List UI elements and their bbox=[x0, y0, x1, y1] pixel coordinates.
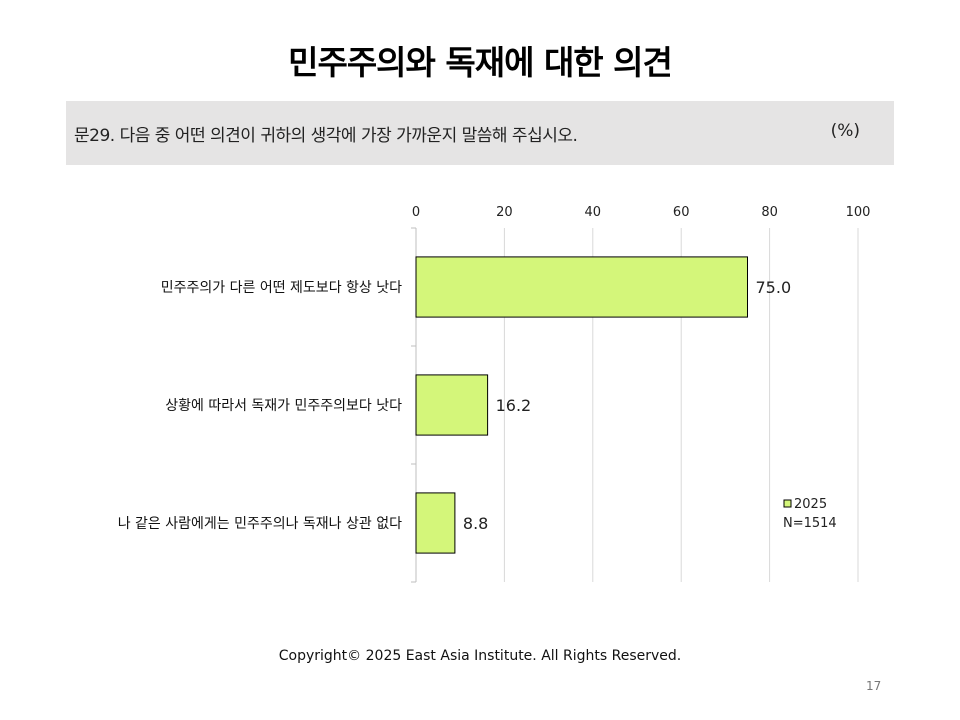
data-label: 75.0 bbox=[756, 278, 792, 297]
data-label: 8.8 bbox=[463, 514, 488, 533]
question-text: 문29. 다음 중 어떤 의견이 귀하의 생각에 가장 가까운지 말씀해 주십시… bbox=[74, 126, 578, 146]
legend-entry: 2025 bbox=[794, 497, 827, 512]
page-number: 17 bbox=[866, 679, 882, 693]
data-label: 16.2 bbox=[496, 396, 532, 415]
category-label: 상황에 따라서 독재가 민주주의보다 낫다 bbox=[165, 398, 402, 414]
x-tick-label: 0 bbox=[412, 205, 420, 220]
x-tick-label: 80 bbox=[761, 205, 778, 220]
bar bbox=[415, 374, 489, 436]
page-title: 민주주의와 독재에 대한 의견 bbox=[288, 43, 673, 82]
category-label: 나 같은 사람에게는 민주주의나 독재나 상관 없다 bbox=[118, 516, 402, 532]
x-tick-label: 60 bbox=[673, 205, 690, 220]
copyright-footer: Copyright© 2025 East Asia Institute. All… bbox=[278, 648, 682, 664]
bar bbox=[415, 492, 456, 554]
bar bbox=[415, 256, 748, 318]
legend-note: N=1514 bbox=[783, 516, 837, 531]
category-label: 민주주의가 다른 어떤 제도보다 항상 낫다 bbox=[161, 280, 402, 296]
question-box: 문29. 다음 중 어떤 의견이 귀하의 생각에 가장 가까운지 말씀해 주십시… bbox=[66, 101, 894, 165]
x-tick-label: 20 bbox=[496, 205, 513, 220]
unit-label: (%) bbox=[830, 121, 860, 141]
x-tick-label: 100 bbox=[846, 205, 871, 220]
legend-swatch bbox=[783, 499, 792, 508]
x-tick-label: 40 bbox=[585, 205, 602, 220]
